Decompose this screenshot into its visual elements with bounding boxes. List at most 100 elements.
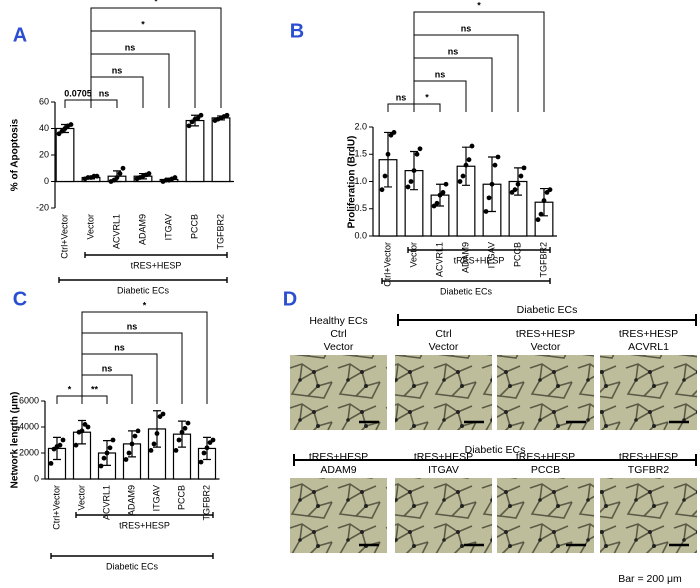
image-title: Vector [429, 341, 459, 353]
image-title: Ctrl [330, 328, 346, 340]
group-line [293, 454, 697, 466]
group-label: Diabetic ECs [465, 444, 526, 456]
comparison-label: * [154, 0, 158, 6]
image-title: ITGAV [428, 464, 459, 476]
data-point [440, 190, 446, 195]
data-point [176, 437, 182, 443]
data-point [151, 441, 157, 447]
data-point [489, 181, 495, 187]
data-point [224, 112, 230, 118]
data-point [538, 211, 544, 217]
data-point [198, 112, 204, 118]
data-point [541, 198, 547, 203]
image-title: tRES+HESP [619, 328, 678, 340]
y-axis-label: Network length (μm) [10, 392, 21, 489]
comparison-bracket [90, 7, 222, 108]
comparison-label: * [141, 19, 145, 29]
comparison-bracket [56, 395, 83, 404]
y-tick-label: 20 [39, 149, 49, 159]
bar [185, 119, 205, 183]
x-tick-label: ITGAV [486, 242, 496, 268]
data-point [463, 162, 469, 168]
data-point [457, 179, 463, 184]
group-line [397, 314, 697, 326]
data-point [98, 463, 104, 469]
micrograph [600, 478, 697, 553]
data-point [547, 187, 553, 193]
data-point [385, 151, 391, 157]
comparison-bracket [413, 103, 441, 112]
x-tick-label: ITGAV [151, 485, 161, 511]
data-point [417, 146, 423, 152]
x-tick-label: Ctrl+Vector [382, 242, 392, 287]
y-tick-label: 1.0 [354, 176, 367, 186]
data-point [185, 420, 191, 426]
comparison-label: ns [396, 92, 407, 102]
image-title: Vector [531, 341, 561, 353]
error-bar [514, 167, 522, 196]
comparison-label: ns [112, 65, 123, 75]
error-bar [384, 131, 392, 188]
group-line [75, 512, 214, 518]
image-title: Vector [324, 341, 354, 353]
y-tick-label: 1.5 [354, 149, 367, 159]
x-tick-label: TGFBR2 [215, 214, 225, 250]
data-point [198, 459, 204, 465]
x-tick-label: PCCB [189, 214, 199, 239]
data-point [60, 437, 66, 443]
data-point [186, 123, 192, 129]
data-point [414, 151, 420, 157]
group-label: tRES+HESP [119, 520, 170, 530]
comparison-label: ns [99, 88, 110, 98]
comparison-label: * [425, 92, 429, 102]
comparison-bracket [64, 99, 92, 108]
image-title: tRES+HESP [516, 451, 575, 463]
comparison-label: ns [102, 363, 113, 373]
comparison-bracket [387, 103, 415, 112]
y-tick-label: 0.0 [354, 230, 367, 240]
image-title: Healthy ECs [309, 315, 367, 327]
data-point [411, 168, 417, 174]
y-tick-label: 0 [34, 473, 39, 483]
comparison-bracket [90, 99, 118, 108]
data-point [126, 450, 132, 456]
y-axis-label: Proliferation (BrdU) [347, 136, 358, 229]
group-line [381, 278, 551, 284]
comparison-label: ns [114, 342, 125, 352]
data-point [521, 165, 527, 171]
comparison-label: ns [448, 46, 459, 56]
x-tick-label: ITGAV [163, 214, 173, 240]
comparison-label: * [477, 0, 481, 10]
y-tick-label: 6000 [19, 395, 39, 405]
error-bar [153, 410, 161, 448]
data-point [204, 445, 210, 451]
data-point [48, 461, 54, 466]
data-point [486, 195, 492, 201]
data-point [160, 411, 166, 417]
data-point [94, 173, 100, 179]
data-point [85, 424, 91, 430]
comparison-label: ns [461, 23, 472, 33]
panel-label: B [290, 20, 304, 42]
micrograph [600, 355, 697, 430]
data-point [117, 171, 123, 176]
x-tick-label: ADAM9 [460, 242, 470, 273]
x-tick-label: TGFBR2 [538, 242, 548, 278]
data-point [179, 429, 185, 435]
x-tick-label: PCCB [176, 485, 186, 510]
y-tick-label: 0 [44, 176, 49, 186]
y-tick-label: 40 [39, 123, 49, 133]
group-line [407, 247, 551, 253]
data-point [123, 457, 129, 462]
data-point [483, 209, 489, 214]
image-title: Ctrl [435, 328, 451, 340]
group-line [84, 252, 228, 258]
group-line [58, 277, 228, 283]
comparison-label: ns [127, 321, 138, 331]
x-tick-label: Vector [408, 242, 418, 268]
data-point [492, 162, 498, 168]
y-tick-label: 2000 [19, 447, 39, 457]
data-point [110, 437, 116, 443]
